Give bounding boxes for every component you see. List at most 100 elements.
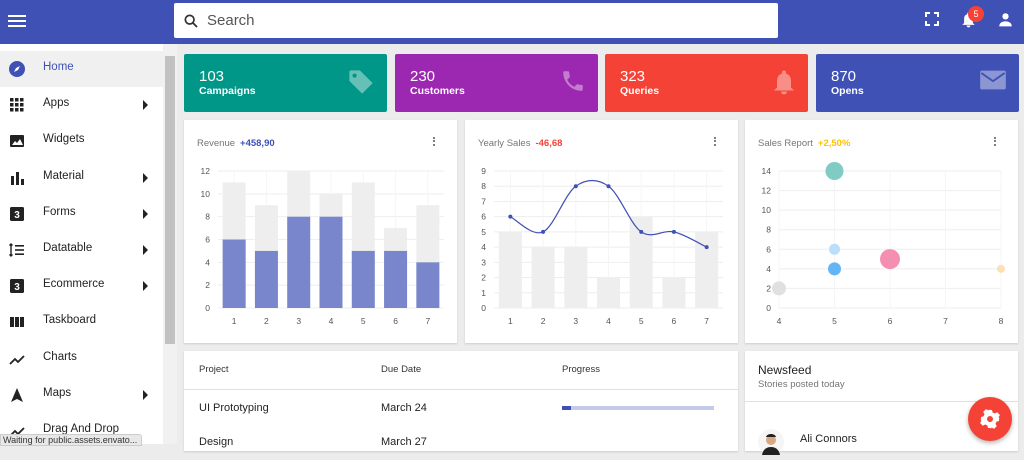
sidebar-nav: Home Apps Widgets Material 3 Forms Datatable 3 E… <box>0 44 177 444</box>
sidebar-item-maps[interactable]: Maps <box>0 377 163 413</box>
x-tick-label: 1 <box>232 316 237 326</box>
box-3-icon: 3 <box>10 206 24 221</box>
revenue-delta: +458,90 <box>240 138 275 149</box>
column-header-progress[interactable]: Progress <box>562 364 601 375</box>
x-tick-label: 7 <box>943 316 948 326</box>
sidebar-item-widgets[interactable]: Widgets <box>0 123 163 159</box>
revenue-bar <box>416 262 440 308</box>
search-input[interactable] <box>207 12 747 29</box>
chevron-right-icon <box>143 172 148 183</box>
x-tick-label: 7 <box>425 316 430 326</box>
revenue-bar <box>254 250 278 308</box>
progress-fill <box>562 406 572 410</box>
bar-chart-icon <box>11 171 24 185</box>
chevron-right-icon <box>143 389 148 400</box>
tile-value: 870 <box>831 68 857 85</box>
chevron-right-icon <box>143 100 148 111</box>
sales-report-bubble <box>772 281 786 296</box>
svg-text:3: 3 <box>14 282 20 293</box>
yearly-sales-point <box>671 229 676 234</box>
trending-icon <box>9 354 25 365</box>
revenue-bar <box>319 216 343 308</box>
fullscreen-icon[interactable] <box>925 12 939 26</box>
yearly-sales-point <box>606 184 611 189</box>
sidebar-item-datatable[interactable]: Datatable <box>0 232 163 268</box>
column-header-due-date[interactable]: Due Date <box>381 364 422 375</box>
settings-fab[interactable] <box>968 397 1012 441</box>
x-tick-label: 5 <box>361 316 366 326</box>
y-tick-label: 0 <box>766 303 771 313</box>
tag-icon <box>349 70 373 94</box>
yearly-sales-bar <box>695 231 719 308</box>
sidebar-item-label: Widgets <box>43 133 85 146</box>
sidebar-item-label: Material <box>43 169 84 182</box>
x-tick-label: 1 <box>508 316 513 326</box>
y-tick-label: 12 <box>762 186 772 196</box>
svg-text:3: 3 <box>14 210 20 221</box>
column-header-project[interactable]: Project <box>199 364 229 375</box>
scrollbar-thumb[interactable] <box>165 56 175 344</box>
y-tick-label: 10 <box>201 189 211 199</box>
x-tick-label: 3 <box>573 316 578 326</box>
tile-queries[interactable]: 323 Queries <box>605 54 808 112</box>
tile-label: Campaigns <box>199 85 256 97</box>
tile-campaigns[interactable]: 103 Campaigns <box>184 54 387 112</box>
yearly-sales-point <box>704 245 709 250</box>
project-name: UI Prototyping <box>199 402 269 414</box>
sidebar-item-label: Taskboard <box>43 314 97 327</box>
chevron-right-icon <box>143 208 148 219</box>
search-bar[interactable] <box>174 3 778 38</box>
sales-report-bubble <box>829 243 840 255</box>
more-vert-icon[interactable] <box>710 135 720 149</box>
x-tick-label: 6 <box>672 316 677 326</box>
account-icon[interactable] <box>998 12 1013 27</box>
sidebar-item-drag-and-drop[interactable]: Drag And Drop <box>0 413 163 444</box>
y-tick-label: 0 <box>481 303 486 313</box>
hamburger-menu-icon[interactable] <box>8 12 26 32</box>
tile-label: Queries <box>620 85 660 97</box>
sidebar-item-ecommerce[interactable]: 3 Ecommerce <box>0 268 163 304</box>
sidebar-item-material[interactable]: Material <box>0 160 163 196</box>
x-tick-label: 6 <box>888 316 893 326</box>
tile-customers[interactable]: 230 Customers <box>395 54 598 112</box>
tile-opens[interactable]: 870 Opens <box>816 54 1019 112</box>
sales-report-bubble <box>828 262 841 276</box>
sidebar-item-taskboard[interactable]: Taskboard <box>0 304 163 340</box>
sidebar-item-label: Home <box>43 61 74 73</box>
yearly-sales-delta: -46,68 <box>535 138 563 149</box>
more-vert-icon[interactable] <box>429 135 439 149</box>
sidebar-item-home[interactable]: Home <box>0 51 163 87</box>
sidebar-item-label: Datatable <box>43 242 93 254</box>
sidebar-item-label: Ecommerce <box>43 278 105 291</box>
card-title: Revenue <box>197 138 236 149</box>
yearly-sales-bar <box>662 277 686 308</box>
sales-report-card: Sales Report +2,50% <box>745 120 1018 343</box>
chevron-right-icon <box>143 245 148 255</box>
y-tick-label: 8 <box>205 212 210 222</box>
search-icon <box>184 13 198 28</box>
feed-item-name[interactable]: Ali Connors <box>800 433 857 445</box>
yearly-sales-bar <box>531 247 555 308</box>
yearly-sales-bar <box>564 247 588 308</box>
y-tick-label: 3 <box>481 257 486 267</box>
y-tick-label: 2 <box>481 273 486 283</box>
project-name: Design <box>199 436 234 448</box>
y-tick-label: 12 <box>201 166 211 176</box>
y-tick-label: 9 <box>481 166 486 176</box>
sidebar-item-forms[interactable]: 3 Forms <box>0 196 163 232</box>
yearly-sales-bar <box>629 216 653 308</box>
more-vert-icon[interactable] <box>990 135 1000 149</box>
sidebar-item-apps[interactable]: Apps <box>0 87 163 123</box>
sales-report-delta: +2,50% <box>817 138 851 149</box>
sales-report-bubble <box>997 264 1005 273</box>
x-tick-label: 4 <box>606 316 611 326</box>
y-tick-label: 4 <box>205 257 210 267</box>
sidebar-item-charts[interactable]: Charts <box>0 341 163 377</box>
revenue-bar <box>222 239 246 308</box>
x-tick-label: 8 <box>999 316 1004 326</box>
top-app-bar: 5 <box>0 0 1024 44</box>
x-tick-label: 2 <box>541 316 546 326</box>
yearly-sales-point <box>541 229 546 234</box>
tile-value: 230 <box>410 68 436 85</box>
